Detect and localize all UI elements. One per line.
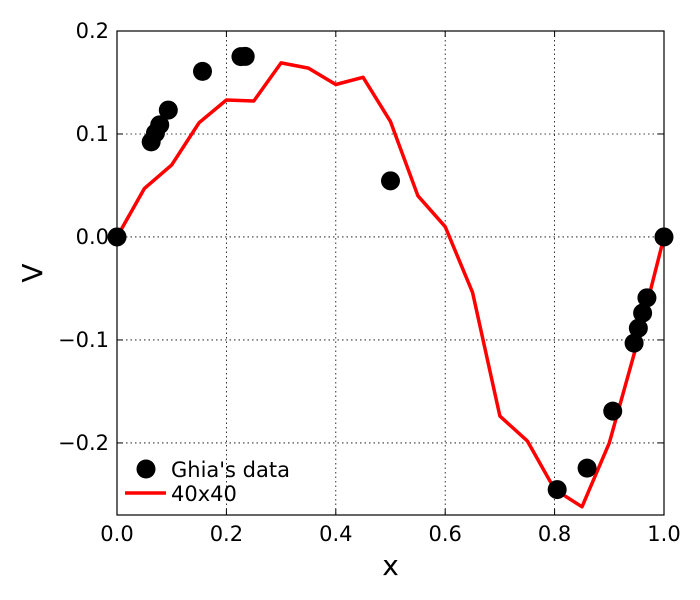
plot-frame xyxy=(116,30,665,516)
legend: Ghia's data 40x40 xyxy=(125,458,290,506)
data-point-ghia xyxy=(624,333,644,353)
x-tick-label: 0.8 xyxy=(538,522,571,546)
y-tick-label: 0.0 xyxy=(76,225,109,249)
data-point-ghia xyxy=(577,458,597,478)
series-line-40x40 xyxy=(115,61,666,509)
x-tick-label: 0.2 xyxy=(210,522,243,546)
x-tick-label: 0.0 xyxy=(100,522,133,546)
data-point-ghia xyxy=(158,100,178,120)
y-tick-label: −0.1 xyxy=(58,328,109,352)
data-point-ghia xyxy=(628,318,648,338)
x-tick-label: 0.4 xyxy=(319,522,352,546)
x-tick-label: 1.0 xyxy=(647,522,680,546)
y-axis-label: V xyxy=(16,263,49,282)
data-point-ghia xyxy=(381,171,400,191)
y-tick-label: 0.2 xyxy=(76,19,109,43)
data-point-ghia xyxy=(547,480,567,500)
axis-ticks: 0.0 0.2 0.4 0.6 0.8 1.0 −0.2 −0.1 0.0 0.1 0.2 xyxy=(58,19,681,546)
data-point-ghia xyxy=(637,288,657,308)
legend-label-ghia: Ghia's data xyxy=(171,458,290,482)
legend-marker-ghia xyxy=(136,459,156,479)
y-tick-label: −0.2 xyxy=(58,431,109,455)
grid xyxy=(117,31,664,515)
data-point-ghia xyxy=(235,46,255,66)
data-point-ghia xyxy=(150,115,170,135)
x-axis-label: x xyxy=(382,549,399,582)
data-point-ghia xyxy=(633,303,653,323)
y-tick-label: 0.1 xyxy=(76,122,109,146)
data-point-ghia xyxy=(192,61,212,81)
plot-area xyxy=(107,46,674,509)
x-tick-label: 0.6 xyxy=(428,522,461,546)
data-point-ghia xyxy=(603,401,623,421)
legend-label-40x40: 40x40 xyxy=(171,482,237,506)
